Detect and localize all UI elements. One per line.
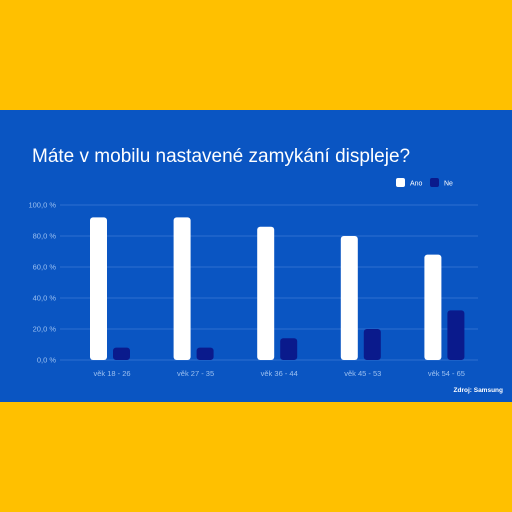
chart-title: Máte v mobilu nastavené zamykání displej… — [32, 146, 410, 167]
legend-label-ano: Ano — [410, 181, 423, 188]
x-category-label: věk 54 - 65 — [428, 369, 465, 378]
bar-ano — [424, 254, 442, 360]
bar-ne — [113, 347, 130, 360]
bar-ano — [340, 236, 358, 360]
legend-label-ne: Ne — [444, 181, 453, 188]
y-tick-label: 0,0 % — [37, 356, 57, 365]
x-axis-labels: věk 18 - 26 věk 27 - 35 věk 36 - 44 věk 45 … — [93, 369, 465, 378]
bar-ano — [257, 226, 275, 360]
y-tick-label: 80,0 % — [33, 232, 57, 241]
legend-swatch-ne — [430, 178, 439, 187]
x-category-label: věk 27 - 35 — [177, 369, 214, 378]
y-tick-label: 40,0 % — [33, 294, 57, 303]
bar-ne — [363, 329, 381, 360]
legend-swatch-ano — [396, 178, 405, 187]
legend: Ano Ne — [396, 178, 453, 188]
bar-ano — [173, 217, 191, 360]
chart-panel: Máte v mobilu nastavené zamykání displej… — [0, 110, 512, 402]
bar-ne — [196, 347, 214, 360]
x-category-label: věk 36 - 44 — [261, 369, 298, 378]
x-category-label: věk 45 - 53 — [344, 369, 381, 378]
chart: Máte v mobilu nastavené zamykání displej… — [28, 146, 504, 394]
bar-ne — [447, 310, 465, 360]
bars — [90, 217, 465, 360]
bar-ano — [90, 217, 107, 360]
y-tick-label: 60,0 % — [33, 263, 57, 272]
y-tick-label: 20,0 % — [33, 325, 57, 334]
y-axis-ticks: 0,0 % 20,0 % 40,0 % 60,0 % 80,0 % 100,0 % — [28, 201, 56, 365]
x-category-label: věk 18 - 26 — [93, 369, 130, 378]
bar-ne — [280, 338, 298, 360]
source-note: Zdroj: Samsung — [454, 387, 504, 394]
y-tick-label: 100,0 % — [28, 201, 56, 210]
